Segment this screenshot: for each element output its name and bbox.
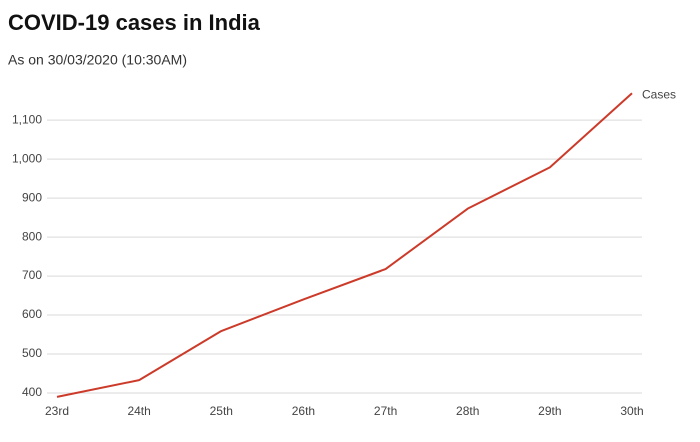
x-tick-label: 28th (456, 404, 479, 418)
y-tick-label: 900 (22, 190, 42, 204)
line (56, 92, 633, 398)
x-tick-label: 25th (210, 404, 233, 418)
x-tick-label: 26th (292, 404, 315, 418)
chart-subtitle: As on 30/03/2020 (10:30AM) (8, 52, 187, 68)
y-tick-label: 500 (22, 346, 42, 360)
series-label: Cases (642, 87, 676, 101)
y-tick-label: 700 (22, 268, 42, 282)
x-tick-label: 30th (620, 404, 643, 418)
y-tick-label: 800 (22, 229, 42, 243)
y-tick-label: 400 (22, 385, 42, 399)
y-tick-label: 1,100 (12, 112, 42, 126)
x-tick-label: 27th (374, 404, 397, 418)
y-tick-label: 1,000 (12, 151, 42, 165)
x-tick-label: 23rd (45, 404, 69, 418)
y-tick-label: 600 (22, 307, 42, 321)
x-tick-label: 24th (127, 404, 150, 418)
x-tick-label: 29th (538, 404, 561, 418)
chart-title: COVID-19 cases in India (8, 10, 261, 35)
